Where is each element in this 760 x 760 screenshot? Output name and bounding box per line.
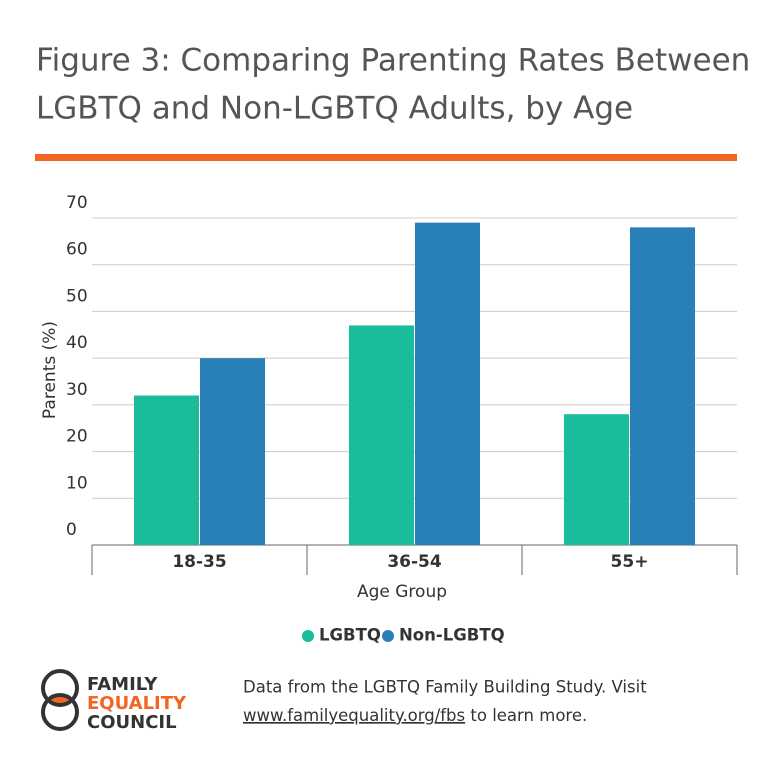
legend-label: LGBTQ	[319, 626, 381, 645]
logo-text: EQUALITY	[87, 693, 187, 714]
title-rule	[35, 154, 737, 161]
y-tick-label: 50	[66, 286, 88, 306]
y-tick-label: 10	[66, 473, 88, 493]
footer-link[interactable]: www.familyequality.org/fbs	[243, 706, 465, 725]
bar	[630, 227, 695, 546]
x-axis-label: Age Group	[357, 582, 447, 602]
logo-text: COUNCIL	[87, 712, 177, 733]
title-line: Figure 3: Comparing Parenting Rates Betw…	[36, 43, 750, 79]
legend-label: Non-LGBTQ	[399, 626, 505, 645]
plot: 0 10 20 30 40 50 60 70 18-35 36-54 55+ LGBTQ Non-LGB…	[66, 193, 738, 645]
y-tick-label: 40	[66, 333, 88, 353]
logo-text: FAMILY	[87, 674, 158, 695]
logo-circle	[41, 693, 79, 731]
legend-marker	[302, 630, 314, 642]
y-tick-label: 60	[66, 240, 88, 260]
y-axis-label: Parents (%)	[40, 321, 60, 419]
y-tick-label: 70	[66, 193, 88, 213]
footer-text: Data from the LGBTQ Family Building Stud…	[243, 678, 647, 697]
x-tick-label: 36-54	[387, 552, 442, 572]
bar	[349, 325, 414, 545]
logo: FAMILY EQUALITY COUNCIL	[41, 669, 187, 733]
legend-marker	[382, 630, 394, 642]
logo-circle	[41, 669, 79, 707]
bar	[200, 358, 265, 545]
x-tick-label: 18-35	[172, 552, 226, 572]
bar	[415, 222, 480, 545]
footer-text: to learn more.	[470, 706, 587, 725]
bar	[564, 414, 629, 545]
x-tick-label: 55+	[611, 552, 649, 572]
title-line: LGBTQ and Non-LGBTQ Adults, by Age	[36, 91, 633, 127]
y-tick-label: 0	[66, 520, 77, 540]
y-tick-label: 30	[66, 380, 88, 400]
y-tick-label: 20	[66, 427, 88, 447]
bar	[134, 395, 199, 545]
footer-line: www.familyequality.org/fbs to learn more…	[243, 706, 587, 725]
